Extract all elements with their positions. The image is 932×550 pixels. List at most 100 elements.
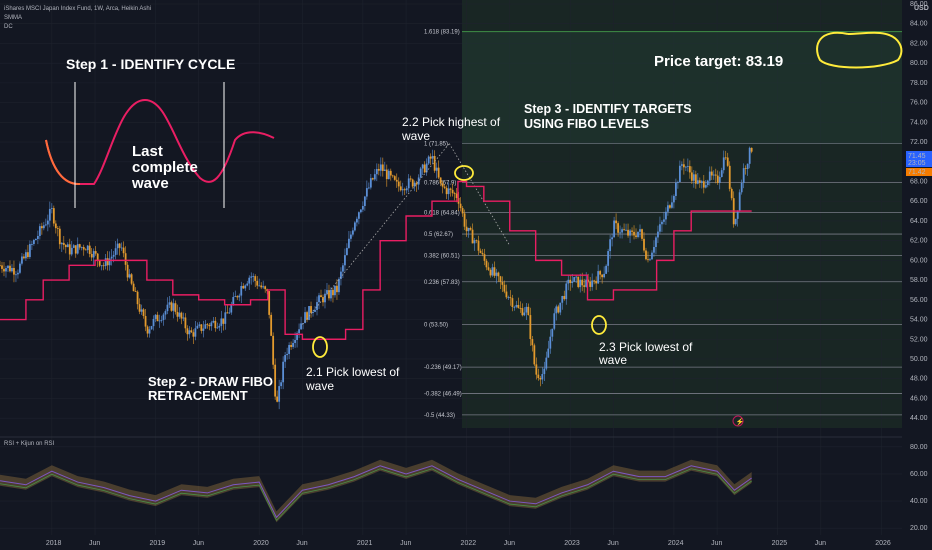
candle-body: [359, 209, 362, 213]
candle-body: [276, 396, 279, 402]
candle-body: [531, 339, 534, 346]
candle-body: [238, 295, 241, 298]
candle-body: [471, 229, 474, 244]
candle-body: [565, 283, 568, 300]
candle-body: [334, 285, 336, 296]
candle-body: [148, 329, 151, 334]
candle-body: [80, 247, 83, 248]
price-badge: 71.45: [908, 153, 926, 160]
candle-body: [517, 304, 520, 308]
candle-body: [519, 307, 522, 309]
candle-body: [475, 240, 478, 242]
target-zone: [462, 31, 902, 144]
candle-body: [56, 228, 59, 229]
candle-body: [413, 182, 416, 187]
fibo-highlight-zone: [462, 0, 902, 428]
candle-body: [304, 312, 306, 324]
candle-body: [501, 282, 504, 285]
candle-body: [100, 265, 103, 267]
candle-body: [724, 157, 727, 159]
candle-body: [533, 345, 536, 365]
candle-body: [264, 286, 267, 290]
candle-body: [643, 238, 645, 251]
candle-body: [11, 268, 13, 272]
candle-body: [158, 320, 161, 322]
candle-body: [248, 277, 251, 284]
candle-body: [459, 203, 462, 209]
time-axis[interactable]: 2018 Jun 2019 Jun 2020 Jun 2021 Jun 2022 Jun 2023 J…: [46, 540, 891, 547]
candle-body: [252, 276, 255, 277]
pick-highest-label-2: wave: [401, 129, 430, 143]
candle-body: [86, 245, 89, 251]
candle-body: [118, 243, 121, 248]
candle-body: [591, 280, 594, 287]
candle-body: [60, 242, 63, 245]
candle-body: [230, 304, 233, 313]
x-tick-label: 2025: [772, 540, 788, 547]
y-tick-label: 50.00: [910, 356, 928, 363]
candle-body: [653, 247, 655, 253]
candle-body: [27, 252, 29, 258]
candle-body: [286, 353, 289, 356]
candle-body: [479, 250, 482, 253]
candle-body: [651, 252, 653, 260]
fib-level-label: -0.5 (44.33): [424, 413, 455, 419]
candle-body: [17, 272, 19, 275]
candle-body: [673, 195, 675, 203]
candle-body: [605, 265, 608, 274]
candle-body: [176, 311, 179, 317]
candle-body: [300, 323, 302, 330]
price-badge-2-bg: [906, 168, 932, 176]
candle-body: [369, 178, 372, 188]
candle-body: [461, 208, 464, 214]
candle-body: [52, 208, 55, 224]
x-tick-label: Jun: [400, 540, 411, 547]
candle-body: [278, 386, 281, 402]
x-tick-label: 2023: [564, 540, 580, 547]
candle-body: [537, 374, 540, 379]
candle-body: [150, 326, 153, 330]
candle-body: [94, 251, 97, 254]
y-tick-label: 66.00: [910, 198, 928, 205]
candle-body: [122, 247, 125, 254]
candle-body: [748, 147, 751, 164]
fib-level-label: 0.5 (62.67): [424, 232, 453, 238]
candle-body: [342, 265, 344, 272]
symbol-title: iShares MSCI Japan Index Fund, 1W, Arca,…: [4, 6, 151, 12]
candle-body: [487, 267, 490, 270]
candle-body: [316, 302, 318, 310]
cycle-wave-drawing-left: [45, 139, 81, 186]
candle-body: [473, 240, 476, 244]
event-lightning-icon[interactable]: [732, 415, 744, 427]
y-tick-label: 78.00: [910, 80, 928, 87]
candle-body: [160, 319, 163, 321]
fib-level-label: -0.236 (49.17): [424, 365, 462, 371]
candle-body: [555, 306, 558, 314]
candle-body: [453, 193, 456, 194]
heikin-ashi-candles[interactable]: [0, 143, 753, 410]
candle-body: [750, 147, 753, 152]
candle-body: [736, 210, 739, 219]
candle-body: [25, 252, 27, 259]
candle-body: [154, 314, 157, 319]
candle-body: [561, 295, 564, 303]
candle-body: [451, 189, 454, 194]
candle-body: [338, 278, 340, 293]
candle-body: [599, 271, 602, 275]
y-tick-label: 80.00: [910, 60, 928, 67]
candle-body: [375, 168, 378, 175]
candle-body: [469, 227, 472, 230]
candle-body: [192, 332, 195, 337]
candle-body: [393, 176, 396, 180]
rsi-panel: 20.00 40.00 60.00 80.00: [0, 444, 928, 532]
candle-body: [557, 306, 560, 313]
candle-body: [214, 320, 217, 329]
candle-body: [541, 374, 544, 380]
y-tick-label: 44.00: [910, 415, 928, 422]
candle-body: [102, 265, 105, 267]
candle-body: [288, 345, 291, 354]
candle-body: [667, 205, 669, 212]
step2-label-1: Step 2 - DRAW FIBO: [148, 374, 273, 389]
candle-body: [657, 231, 659, 238]
